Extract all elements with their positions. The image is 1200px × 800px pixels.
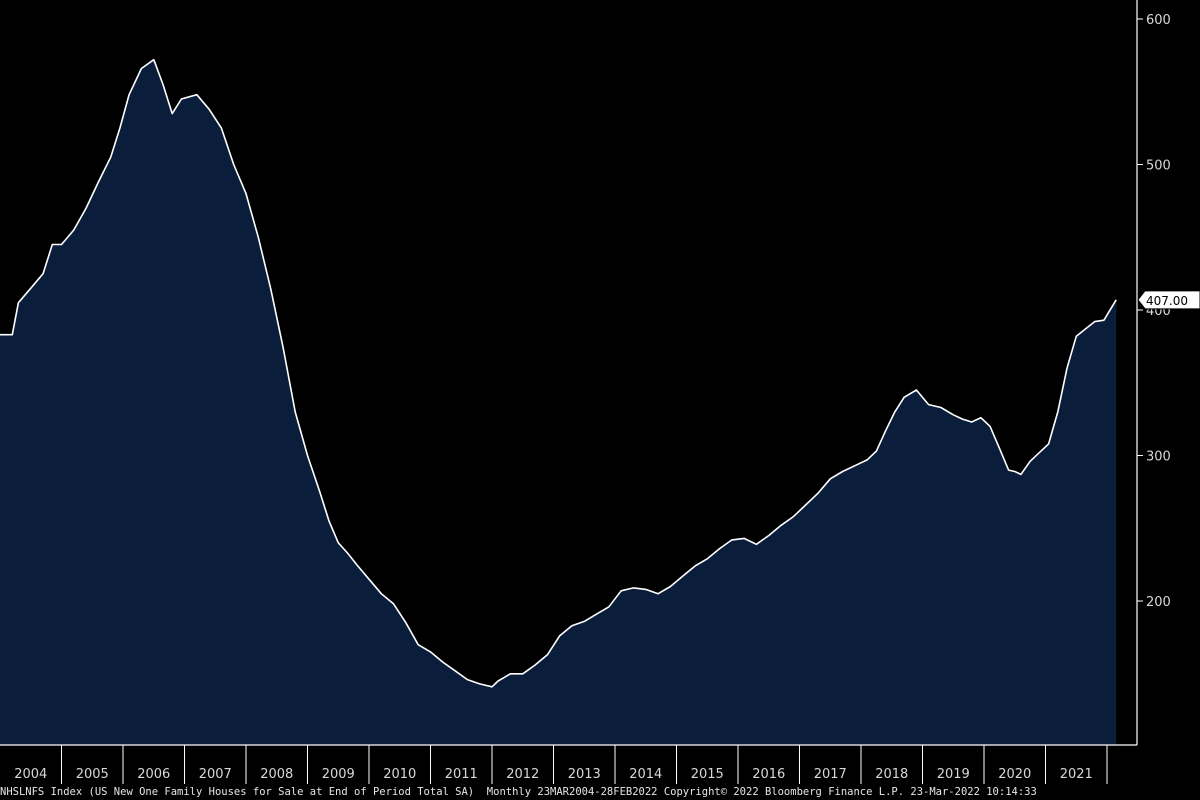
series-line <box>0 58 1117 688</box>
footer-timestamp: 23-Mar-2022 10:14:33 <box>910 786 1037 798</box>
y-tick-label: 600 <box>1146 13 1171 28</box>
x-tick-label: 2004 <box>14 767 47 782</box>
x-tick-label: 2007 <box>199 767 232 782</box>
x-tick-label: 2021 <box>1060 767 1093 782</box>
x-tick-label: 2010 <box>383 767 416 782</box>
y-tick-label: 200 <box>1146 595 1171 610</box>
y-tick-label: 500 <box>1146 159 1171 174</box>
x-tick-label: 2006 <box>137 767 170 782</box>
x-tick-label: 2012 <box>506 767 539 782</box>
x-tick-label: 2015 <box>691 767 724 782</box>
footer-date-range: 23MAR2004-28FEB2022 <box>537 786 658 798</box>
x-tick-label: 2011 <box>445 767 478 782</box>
last-value-label: 407.00 <box>1146 294 1188 308</box>
footer-copyright: Copyright© 2022 Bloomberg Finance L.P. <box>663 786 905 798</box>
x-tick-label: 2008 <box>260 767 293 782</box>
x-tick-label: 2005 <box>76 767 109 782</box>
series-area <box>0 59 1117 745</box>
x-tick-label: 2019 <box>937 767 970 782</box>
chart-footer: NHSLNFS Index (US New One Family Houses … <box>0 784 1200 800</box>
x-tick-label: 2020 <box>998 767 1031 782</box>
footer-ticker: NHSLNFS Index <box>0 786 83 798</box>
footer-frequency: Monthly <box>486 786 532 798</box>
x-tick-label: 2018 <box>875 767 908 782</box>
series-layer <box>0 58 1117 745</box>
footer-description: (US New One Family Houses for Sale at En… <box>88 786 475 798</box>
x-tick-label: 2013 <box>568 767 601 782</box>
x-tick-label: 2014 <box>629 767 662 782</box>
x-tick-label: 2016 <box>752 767 785 782</box>
last-value-badge-bg <box>1137 290 1200 310</box>
x-tick-label: 2017 <box>814 767 847 782</box>
last-value-badge: 407.00 <box>1137 290 1200 310</box>
x-tick-label: 2009 <box>322 767 355 782</box>
y-tick-label: 300 <box>1146 450 1171 465</box>
